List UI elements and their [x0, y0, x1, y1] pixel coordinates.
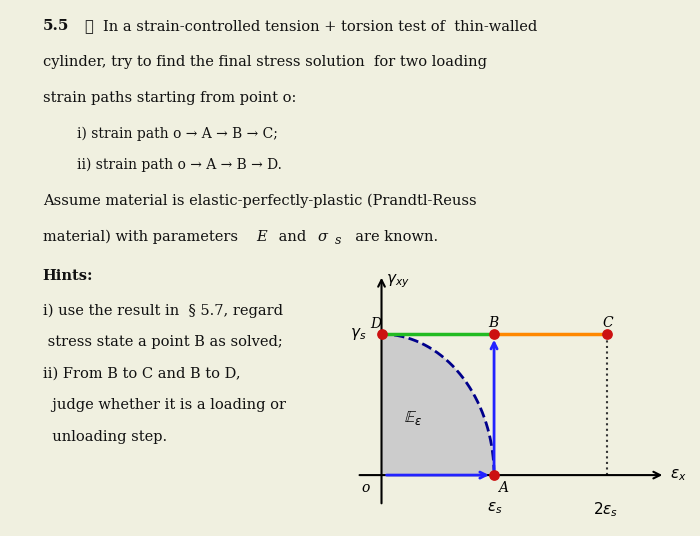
Text: 5.5: 5.5 [43, 19, 69, 33]
Text: cylinder, try to find the final stress solution  for two loading: cylinder, try to find the final stress s… [43, 55, 486, 69]
Text: strain paths starting from point o:: strain paths starting from point o: [43, 91, 296, 105]
Text: Assume material is elastic-perfectly-plastic (Prandtl-Reuss: Assume material is elastic-perfectly-pla… [43, 194, 477, 209]
Point [601, 330, 612, 338]
Text: $\varepsilon_x$: $\varepsilon_x$ [670, 467, 686, 483]
Point [376, 330, 387, 338]
Text: judge whether it is a loading or: judge whether it is a loading or [43, 398, 286, 412]
Text: $2\varepsilon_s$: $2\varepsilon_s$ [593, 501, 618, 519]
Text: ii) strain path o → A → B → D.: ii) strain path o → A → B → D. [76, 158, 281, 173]
Text: C: C [602, 316, 612, 330]
Text: and: and [274, 230, 316, 244]
Text: ）  In a strain-controlled tension + torsion test of  thin-walled: ） In a strain-controlled tension + torsi… [85, 19, 537, 33]
Text: σ: σ [317, 230, 327, 244]
Text: material) with parameters: material) with parameters [43, 230, 242, 244]
Text: B: B [489, 316, 498, 330]
Text: ii) From B to C and B to D,: ii) From B to C and B to D, [43, 367, 240, 381]
Text: Hints:: Hints: [43, 270, 93, 284]
Text: s: s [335, 234, 341, 247]
Polygon shape [382, 334, 494, 475]
Point [489, 471, 500, 479]
Text: i) strain path o → A → B → C;: i) strain path o → A → B → C; [76, 126, 277, 141]
Text: i) use the result in  § 5.7, regard: i) use the result in § 5.7, regard [43, 303, 283, 318]
Text: D: D [370, 317, 382, 331]
Text: unloading step.: unloading step. [43, 430, 167, 444]
Text: A: A [498, 481, 509, 495]
Text: are known.: are known. [346, 230, 438, 244]
Text: $\varepsilon_s$: $\varepsilon_s$ [487, 501, 503, 516]
Text: stress state a point B as solved;: stress state a point B as solved; [43, 335, 283, 349]
Text: E: E [256, 230, 267, 244]
Text: o: o [361, 481, 370, 495]
Point [489, 330, 500, 338]
Text: $\gamma_s$: $\gamma_s$ [350, 326, 366, 342]
Text: $\gamma_{xy}$: $\gamma_{xy}$ [386, 272, 410, 289]
Text: $\mathbb{E}_{\varepsilon}$: $\mathbb{E}_{\varepsilon}$ [404, 408, 423, 427]
